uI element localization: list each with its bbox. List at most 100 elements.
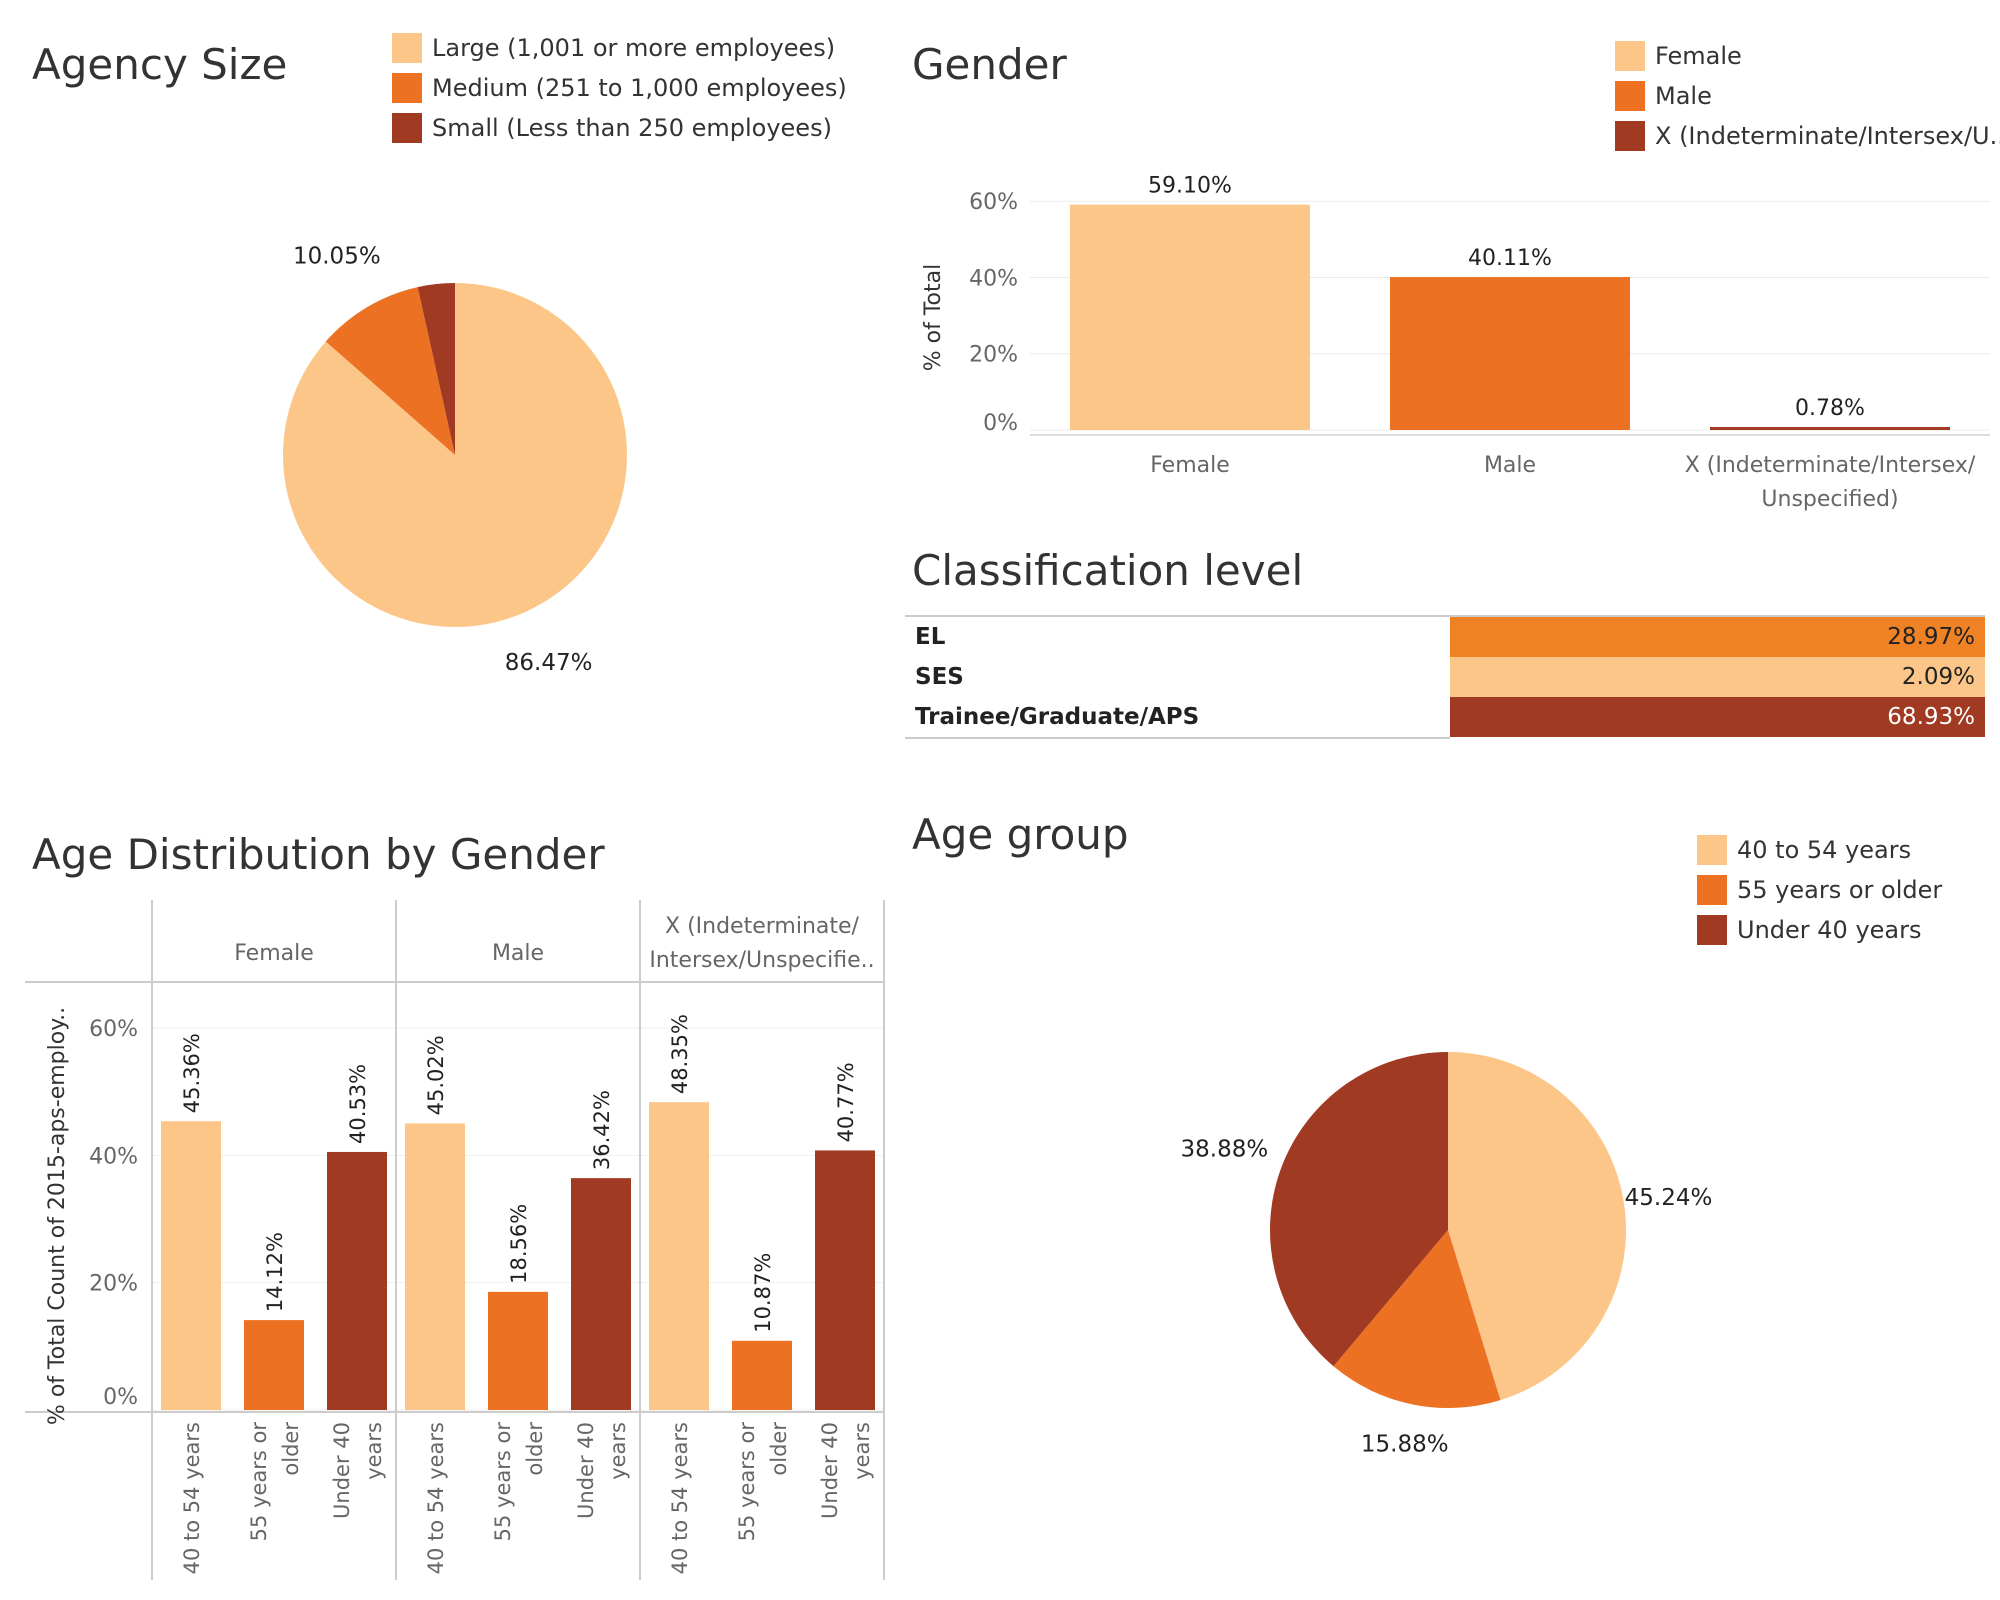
- legend-label: 55 years or older: [1737, 876, 1943, 904]
- legend-item-medium[interactable]: Medium (251 to 1,000 employees): [392, 68, 847, 108]
- bar-value-label: 48.35%: [668, 1014, 692, 1094]
- bar: [1070, 204, 1310, 430]
- row-label: EL: [915, 624, 946, 650]
- x-tick-label: Under 40: [330, 1422, 354, 1519]
- pie-slice: [325, 287, 455, 455]
- pie-slice: [1270, 1052, 1448, 1367]
- bar-value-label: 36.42%: [590, 1090, 614, 1170]
- legend-swatch: [1615, 121, 1645, 151]
- legend-item-under-40[interactable]: Under 40 years: [1697, 910, 1942, 950]
- slice-label: 10.05%: [293, 243, 381, 269]
- legend-swatch: [1615, 81, 1645, 111]
- y-tick-label: 20%: [969, 343, 1018, 368]
- gender-legend: Female Male X (Indeterminate/Intersex/U.…: [1615, 36, 2000, 156]
- legend-item-male[interactable]: Male: [1615, 76, 2000, 116]
- legend-label: Male: [1655, 82, 1712, 110]
- y-tick-label: 20%: [89, 1272, 138, 1297]
- bar-value-label: 14.12%: [263, 1232, 287, 1312]
- row-label: SES: [915, 664, 964, 690]
- bar: [1390, 277, 1630, 430]
- classification-table: EL 28.97% SES 2.09% Trainee/Graduate/APS…: [905, 615, 1985, 739]
- y-tick-label: 40%: [89, 1144, 138, 1169]
- x-tick-label: older: [523, 1422, 547, 1476]
- bar: [244, 1320, 304, 1410]
- bar: [161, 1121, 221, 1410]
- y-tick-label: 60%: [89, 1017, 138, 1042]
- table-bottom-rule: [905, 737, 1450, 739]
- x-tick-label: Unspecified): [1761, 487, 1898, 512]
- x-tick-label: Male: [1484, 453, 1536, 478]
- slice-label: 15.88%: [1361, 1432, 1449, 1458]
- legend-item-female[interactable]: Female: [1615, 36, 2000, 76]
- bar: [1710, 427, 1950, 431]
- legend-swatch: [1697, 915, 1727, 945]
- table-row[interactable]: Trainee/Graduate/APS 68.93%: [905, 697, 1985, 737]
- legend-swatch: [1615, 41, 1645, 71]
- pie-slice: [1333, 1230, 1501, 1408]
- row-value: 68.93%: [1450, 697, 1985, 737]
- legend-item-large[interactable]: Large (1,001 or more employees): [392, 28, 847, 68]
- x-tick-label: Female: [1150, 453, 1230, 478]
- legend-swatch: [1697, 835, 1727, 865]
- bar-value-label: 0.78%: [1795, 396, 1865, 421]
- panel-header: Intersex/Unspecifie..: [649, 948, 874, 973]
- legend-item-40-54[interactable]: 40 to 54 years: [1697, 830, 1942, 870]
- table-row[interactable]: SES 2.09%: [905, 657, 1985, 697]
- slice-label: 86.47%: [505, 650, 593, 676]
- bar-value-label: 45.36%: [180, 1033, 204, 1113]
- x-tick-label: older: [279, 1422, 303, 1476]
- row-value: 2.09%: [1450, 657, 1985, 697]
- y-tick-label: 0%: [103, 1385, 138, 1410]
- table-top-rule: [905, 615, 1985, 617]
- gender-title: Gender: [912, 40, 1067, 89]
- bar: [405, 1123, 465, 1410]
- row-label: Trainee/Graduate/APS: [915, 704, 1200, 730]
- bar: [815, 1150, 875, 1410]
- x-tick-label: Under 40: [574, 1422, 598, 1519]
- age-group-legend: 40 to 54 years 55 years or older Under 4…: [1697, 830, 1942, 950]
- x-tick-label: X (Indeterminate/Intersex/: [1685, 453, 1976, 478]
- x-tick-label: years: [362, 1422, 386, 1480]
- panel-header: Male: [492, 941, 544, 966]
- legend-label: Under 40 years: [1737, 916, 1922, 944]
- x-tick-label: Under 40: [818, 1422, 842, 1519]
- row-value: 28.97%: [1450, 617, 1985, 657]
- y-tick-label: 40%: [969, 266, 1018, 291]
- y-axis-title: % of Total Count of 2015-aps-employ..: [45, 1007, 70, 1425]
- age-distribution-title: Age Distribution by Gender: [32, 830, 605, 879]
- pie-slice: [417, 283, 455, 455]
- legend-swatch: [392, 33, 422, 63]
- bar: [327, 1151, 387, 1410]
- panel-header: Female: [234, 941, 314, 966]
- agency-size-title: Agency Size: [32, 40, 288, 89]
- legend-item-55-plus[interactable]: 55 years or older: [1697, 870, 1942, 910]
- legend-swatch: [1697, 875, 1727, 905]
- bar: [732, 1340, 792, 1410]
- bar: [649, 1102, 709, 1410]
- legend-item-x[interactable]: X (Indeterminate/Intersex/U..: [1615, 116, 2000, 156]
- x-tick-label: 55 years or: [735, 1422, 759, 1542]
- slice-label: 45.24%: [1625, 1185, 1713, 1211]
- bar-value-label: 10.87%: [751, 1253, 775, 1333]
- agency-size-legend: Large (1,001 or more employees) Medium (…: [392, 28, 847, 148]
- agency-size-pie-chart: 86.47% 10.05%: [282, 243, 627, 676]
- table-row[interactable]: EL 28.97%: [905, 617, 1985, 657]
- bar: [571, 1178, 631, 1410]
- legend-label: Small (Less than 250 employees): [432, 114, 832, 142]
- age-distribution-bar-chart: 0% 20% 40% 60% % of Total Count of 2015-aps-…: [25, 900, 885, 1580]
- legend-label: Female: [1655, 42, 1742, 70]
- y-axis-title: % of Total: [921, 264, 946, 371]
- bar-value-label: 40.11%: [1468, 246, 1552, 271]
- x-tick-label: older: [767, 1422, 791, 1476]
- gender-bar-chart: 0% 20% 40% 60% % of Total 59.10% Female 40.11% M…: [921, 174, 1990, 512]
- legend-item-small[interactable]: Small (Less than 250 employees): [392, 108, 847, 148]
- bar-value-label: 59.10%: [1148, 174, 1232, 199]
- x-tick-label: years: [850, 1422, 874, 1480]
- bar-value-label: 40.77%: [834, 1062, 858, 1142]
- bar-value-label: 18.56%: [507, 1204, 531, 1284]
- legend-label: X (Indeterminate/Intersex/U..: [1655, 122, 2000, 150]
- bar-value-label: 45.02%: [424, 1035, 448, 1115]
- legend-label: Medium (251 to 1,000 employees): [432, 74, 847, 102]
- y-tick-label: 0%: [983, 411, 1018, 436]
- age-group-title: Age group: [912, 810, 1129, 859]
